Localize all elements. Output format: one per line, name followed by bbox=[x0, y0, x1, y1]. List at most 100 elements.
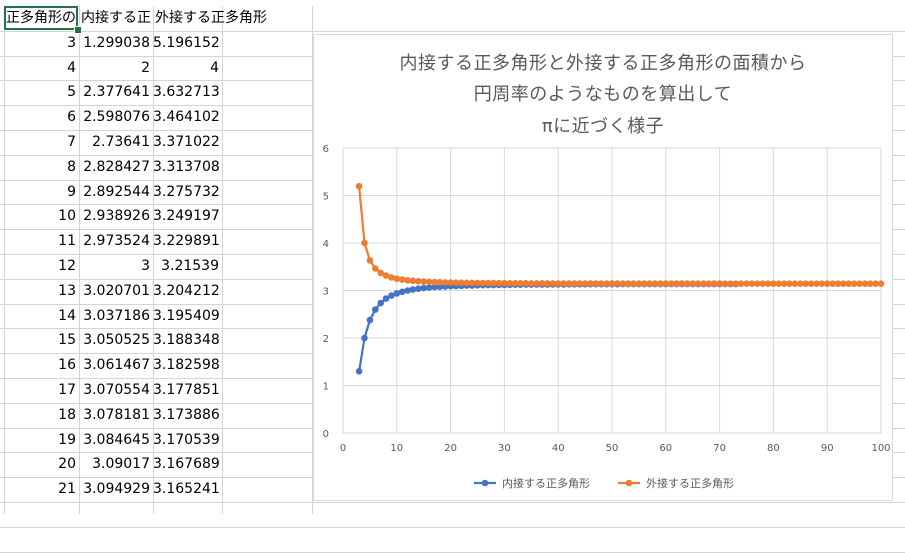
data-point bbox=[458, 279, 465, 287]
header-cell[interactable]: 外接する正多角形 bbox=[155, 10, 267, 26]
data-point bbox=[452, 279, 460, 286]
table-cell[interactable]: 3.249197 bbox=[153, 208, 220, 225]
data-point bbox=[630, 280, 637, 287]
table-cell[interactable]: 6 bbox=[67, 109, 76, 126]
table-cell[interactable]: 20 bbox=[58, 456, 76, 473]
table-cell[interactable]: 3.632713 bbox=[153, 84, 220, 101]
table-cell[interactable]: 3.061467 bbox=[83, 357, 150, 374]
table-cell[interactable]: 2.938926 bbox=[83, 208, 150, 225]
table-cell[interactable]: 3.229891 bbox=[153, 233, 220, 250]
table-cell[interactable]: 8 bbox=[67, 158, 76, 175]
table-cell[interactable]: 2 bbox=[141, 59, 150, 76]
data-point bbox=[404, 277, 411, 284]
table-cell[interactable]: 2.828427 bbox=[83, 158, 150, 175]
table-cell[interactable]: 2.73641 bbox=[92, 134, 150, 150]
y-tick-label: 2 bbox=[323, 334, 329, 345]
table-cell[interactable]: 16 bbox=[58, 357, 76, 374]
table-cell[interactable]: 3.177851 bbox=[153, 382, 220, 398]
table-cell[interactable]: 1.299038 bbox=[83, 34, 150, 51]
table-cell[interactable]: 3.182598 bbox=[153, 357, 220, 374]
data-point bbox=[592, 280, 600, 287]
table-cell[interactable]: 3.050525 bbox=[83, 332, 150, 349]
table-cell[interactable]: 13 bbox=[58, 282, 76, 299]
data-point bbox=[877, 280, 885, 287]
table-cell[interactable]: 3.313708 bbox=[153, 158, 220, 175]
table-cell[interactable]: 2.377641 bbox=[83, 84, 150, 101]
table-cell[interactable]: 2.892544 bbox=[83, 183, 150, 200]
data-point bbox=[479, 279, 487, 287]
data-point bbox=[549, 280, 557, 287]
data-point bbox=[366, 257, 374, 264]
table-cell[interactable]: 12 bbox=[58, 258, 76, 274]
chart[interactable]: 内接する正多角形と外接する正多角形の面積から 円周率のようなものを算出して πに… bbox=[313, 34, 893, 501]
table-cell[interactable]: 3.078181 bbox=[83, 406, 150, 423]
table-cell[interactable]: 3.371022 bbox=[153, 134, 220, 150]
data-point bbox=[506, 280, 514, 287]
data-point bbox=[624, 280, 632, 287]
table-cell[interactable]: 7 bbox=[67, 134, 76, 150]
table-cell[interactable]: 3.21539 bbox=[161, 258, 219, 274]
chart-title-line-2: 円周率のようなものを算出して bbox=[473, 84, 733, 105]
table-cell[interactable]: 3.165241 bbox=[153, 481, 220, 498]
table-cell[interactable]: 18 bbox=[58, 406, 76, 423]
header-cell[interactable]: 正多角形の bbox=[6, 10, 76, 26]
y-tick-label: 0 bbox=[323, 429, 329, 440]
header-cell[interactable]: 内接する正 bbox=[81, 10, 151, 26]
table-cell[interactable]: 17 bbox=[58, 382, 76, 398]
table-cell[interactable]: 3 bbox=[67, 34, 76, 51]
table-cell[interactable]: 14 bbox=[58, 307, 76, 324]
table-cell[interactable]: 3.037186 bbox=[83, 307, 150, 324]
data-point bbox=[797, 280, 804, 287]
table-cell[interactable]: 3.070554 bbox=[83, 382, 150, 398]
table-cell[interactable]: 21 bbox=[58, 481, 76, 498]
table-cell[interactable]: 3.204212 bbox=[153, 282, 220, 299]
fill-handle[interactable] bbox=[74, 26, 82, 34]
table-cell[interactable]: 4 bbox=[210, 59, 219, 76]
y-tick-label: 5 bbox=[323, 192, 329, 203]
data-point bbox=[840, 280, 847, 287]
table-cell[interactable]: 19 bbox=[58, 431, 76, 448]
table-cell[interactable]: 3.188348 bbox=[153, 332, 220, 349]
data-point bbox=[355, 182, 363, 190]
table-cell[interactable]: 3 bbox=[141, 258, 150, 274]
data-point bbox=[614, 280, 621, 287]
data-point bbox=[732, 280, 739, 287]
table-cell[interactable]: 3.275732 bbox=[153, 183, 220, 200]
table-cell[interactable]: 3.464102 bbox=[153, 109, 220, 126]
data-point bbox=[372, 306, 379, 313]
data-point bbox=[538, 280, 546, 287]
table-cell[interactable]: 3.170539 bbox=[153, 431, 220, 448]
data-point bbox=[581, 280, 589, 287]
table-cell[interactable]: 3.173886 bbox=[153, 406, 220, 423]
table-cell[interactable]: 4 bbox=[67, 59, 76, 76]
table-cell[interactable]: 3.195409 bbox=[153, 307, 220, 324]
data-point bbox=[372, 265, 379, 272]
table-cell[interactable]: 3.167689 bbox=[153, 456, 220, 473]
data-point bbox=[651, 280, 659, 287]
data-point bbox=[673, 280, 680, 287]
data-point bbox=[646, 280, 653, 287]
table-cell[interactable]: 3.084645 bbox=[83, 431, 150, 448]
table-cell[interactable]: 5 bbox=[67, 84, 76, 101]
column-gridline bbox=[222, 6, 223, 514]
table-cell[interactable]: 3.09017 bbox=[92, 456, 150, 473]
table-cell[interactable]: 15 bbox=[58, 332, 76, 349]
data-point bbox=[554, 280, 562, 287]
data-point bbox=[377, 269, 384, 277]
table-cell[interactable]: 3.020701 bbox=[83, 282, 150, 299]
data-point bbox=[597, 280, 605, 287]
table-cell[interactable]: 2.598076 bbox=[83, 109, 150, 126]
data-point bbox=[495, 279, 503, 287]
table-cell[interactable]: 10 bbox=[58, 208, 76, 225]
data-point bbox=[716, 280, 723, 287]
table-cell[interactable]: 5.196152 bbox=[153, 34, 220, 51]
table-cell[interactable]: 3.094929 bbox=[83, 481, 150, 498]
table-cell[interactable]: 9 bbox=[67, 183, 76, 200]
x-tick-label: 10 bbox=[390, 443, 403, 454]
data-point bbox=[635, 280, 643, 287]
table-cell[interactable]: 2.973524 bbox=[83, 233, 150, 250]
x-tick-label: 70 bbox=[713, 443, 726, 454]
data-point bbox=[431, 278, 438, 286]
table-cell[interactable]: 11 bbox=[58, 233, 76, 250]
data-point bbox=[511, 280, 519, 287]
